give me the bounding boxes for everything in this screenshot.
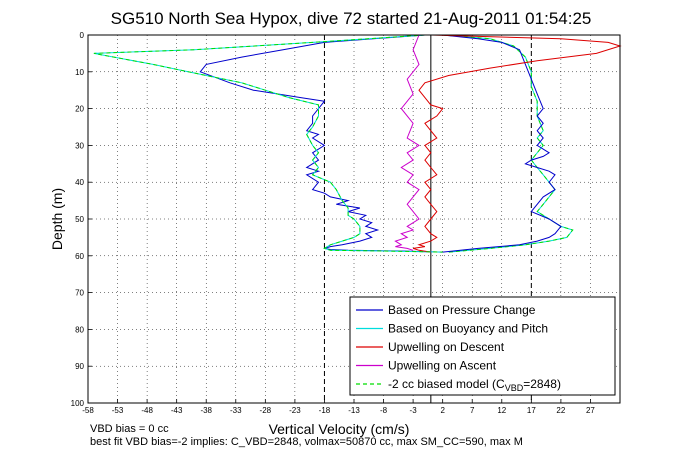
legend-item-upwelling-descent: Upwelling on Descent <box>388 340 505 354</box>
x-tick-label: -48 <box>141 406 153 415</box>
y-tick-label: 0 <box>80 31 85 40</box>
y-tick-label: 100 <box>71 399 85 408</box>
x-tick-label: 17 <box>527 406 536 415</box>
x-ticks: -58 -53 -48 -43 -38 -33 -28 -23 -18 -13 -8 -3 2 7 12 17… <box>82 399 595 415</box>
y-tick-label: 50 <box>75 215 84 224</box>
legend: Based on Pressure Change Based on Buoyanc… <box>349 296 616 396</box>
x-tick-label: 27 <box>586 406 595 415</box>
series-buoyancy-pitch-line <box>93 34 443 253</box>
x-tick-label: -33 <box>230 406 242 415</box>
x-tick-label: -38 <box>200 406 212 415</box>
series-pressure-change-line <box>199 34 443 253</box>
y-tick-label: 40 <box>75 178 84 187</box>
x-tick-label: -43 <box>171 406 183 415</box>
x-tick-label: 2 <box>440 406 445 415</box>
x-tick-label: -18 <box>319 406 331 415</box>
x-tick-label: -53 <box>112 406 124 415</box>
x-tick-label: -23 <box>289 406 301 415</box>
x-tick-label: -3 <box>410 406 418 415</box>
y-tick-label: 10 <box>75 68 84 77</box>
y-tick-label: 70 <box>75 289 84 298</box>
x-tick-label: 12 <box>497 406 506 415</box>
x-tick-label: -58 <box>82 406 94 415</box>
y-tick-label: 60 <box>75 252 84 261</box>
y-tick-label: 20 <box>75 105 84 114</box>
legend-box <box>349 296 616 396</box>
series-biased-model-line <box>93 34 443 253</box>
x-axis-label: Vertical Velocity (cm/s) <box>269 421 410 437</box>
series-group <box>93 34 622 253</box>
x-tick-label: -28 <box>260 406 272 415</box>
y-tick-label: 30 <box>75 141 84 150</box>
y-tick-label: 90 <box>75 362 84 371</box>
series-upwelling-ascent-line <box>394 34 420 251</box>
footnote-line-2: best fit VBD bias=-2 implies: C_VBD=2848… <box>90 436 523 448</box>
series-buoyancy-ascent-line <box>442 34 574 253</box>
legend-item-buoyancy-pitch: Based on Buoyancy and Pitch <box>388 322 548 336</box>
legend-item-upwelling-ascent: Upwelling on Ascent <box>388 359 497 373</box>
x-tick-label: -13 <box>348 406 360 415</box>
legend-item-biased-model: -2 cc biased model (CVBD=2848) <box>388 377 561 393</box>
y-ticks: 0 10 20 30 40 50 60 70 80 90 100 <box>71 31 92 408</box>
x-tick-label: 22 <box>556 406 565 415</box>
series-biased-model-ascent-line <box>442 34 574 253</box>
x-tick-label: 7 <box>470 406 475 415</box>
y-tick-label: 80 <box>75 325 84 334</box>
legend-item-pressure-change: Based on Pressure Change <box>388 303 536 317</box>
y-axis-label: Depth (m) <box>49 188 65 250</box>
series-pressure-ascent-line <box>442 34 562 253</box>
series-upwelling-descent-line <box>412 34 622 253</box>
x-tick-label: -8 <box>380 406 388 415</box>
footnote-line-1: VBD bias = 0 cc <box>90 423 169 435</box>
chart-title: SG510 North Sea Hypox, dive 72 started 2… <box>111 9 592 28</box>
